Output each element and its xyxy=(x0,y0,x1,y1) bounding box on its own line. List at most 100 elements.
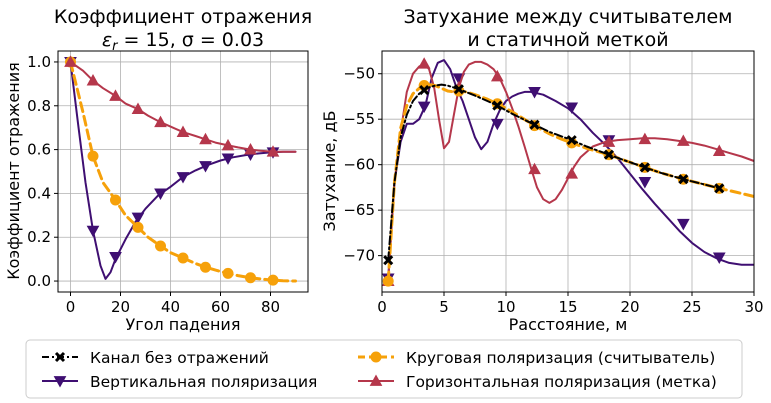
series-vertical xyxy=(64,57,297,280)
data-point-horizontal xyxy=(638,132,652,145)
chart-title-line2: и статичной меткой xyxy=(467,29,668,51)
x-axis-label: Угол падения xyxy=(126,315,241,334)
data-point-circular xyxy=(177,252,189,264)
data-point-vertical xyxy=(221,153,235,165)
data-point-horizontal xyxy=(131,102,145,114)
x-tick-label: 20 xyxy=(111,298,130,316)
data-point-vertical xyxy=(131,212,145,225)
data-point-free xyxy=(603,149,614,160)
series-horizontal xyxy=(64,55,297,157)
x-tick-label: 25 xyxy=(682,298,701,316)
data-point-horizontal xyxy=(528,162,541,175)
legend-item-horizontal: Горизонтальная поляризация (метка) xyxy=(358,373,717,391)
x-tick-label: 5 xyxy=(439,298,449,316)
legend-marker xyxy=(53,376,67,388)
data-point-free xyxy=(714,183,725,194)
legend-box xyxy=(25,339,743,399)
data-point-horizontal xyxy=(154,115,167,128)
data-point-horizontal xyxy=(602,135,616,147)
x-tick-label: 0 xyxy=(377,298,387,316)
axes-frame xyxy=(57,50,309,293)
y-tick-label: 0.2 xyxy=(27,228,51,246)
series-line-circular xyxy=(69,60,297,283)
data-point-horizontal xyxy=(266,145,280,157)
legend: Канал без отражений Вертикальная поляриза… xyxy=(25,339,743,399)
data-point-vertical xyxy=(86,225,100,238)
data-point-vertical xyxy=(565,102,579,114)
data-point-vertical xyxy=(417,101,431,114)
series-circular xyxy=(65,56,297,286)
reflection-coefficient-chart: Коэффициент отражения εr = 15, σ = 0.03 … xyxy=(4,6,312,334)
grid xyxy=(58,51,308,292)
data-point-vertical xyxy=(676,218,690,231)
x-tick-label: 20 xyxy=(620,298,639,316)
data-point-circular xyxy=(222,267,234,279)
y-tick-label: 0.4 xyxy=(27,184,51,202)
data-point-free xyxy=(383,255,394,266)
series-free xyxy=(383,83,725,266)
legend-label: Канал без отражений xyxy=(90,349,269,367)
data-point-vertical xyxy=(712,252,726,264)
legend-item-free: Канал без отражений xyxy=(42,349,269,367)
x-tick-label: 10 xyxy=(496,298,515,316)
y-axis-label: Затухание, дБ xyxy=(320,110,339,231)
chart-title-line1: Затухание между считывателем xyxy=(404,6,733,28)
legend-item-vertical: Вертикальная поляризация xyxy=(42,373,317,391)
legend-marker xyxy=(369,374,383,386)
plot-area xyxy=(64,55,297,286)
data-point-circular xyxy=(132,221,144,233)
data-point-free xyxy=(566,135,577,146)
y-tick-label: 0.0 xyxy=(27,272,51,290)
y-tick-label: −50 xyxy=(343,65,375,83)
data-point-horizontal xyxy=(64,55,77,67)
x-axis-label: Расстояние, м xyxy=(509,315,628,334)
chart-title-line2: εr = 15, σ = 0.03 xyxy=(102,29,264,54)
series-line-vertical xyxy=(387,59,754,280)
y-tick-label: 1.0 xyxy=(27,53,51,71)
y-axis-label: Коэффициент отражения xyxy=(4,62,23,280)
data-point-horizontal xyxy=(199,132,212,145)
x-tick-label: 80 xyxy=(261,298,280,316)
data-point-circular xyxy=(267,274,279,286)
series-line-horizontal xyxy=(69,61,297,153)
data-point-free xyxy=(419,85,430,96)
legend-marker xyxy=(370,351,382,363)
legend-item-circular: Круговая поляризация (считыватель) xyxy=(358,349,715,367)
x-tick-label: 15 xyxy=(558,298,577,316)
data-point-free xyxy=(492,100,503,111)
data-point-vertical xyxy=(109,252,122,264)
x-tick-label: 60 xyxy=(211,298,230,316)
data-point-horizontal xyxy=(244,143,257,155)
legend-label: Круговая поляризация (считыватель) xyxy=(406,349,715,367)
y-tick-label: −55 xyxy=(343,110,375,128)
data-point-free xyxy=(678,174,689,185)
data-point-free xyxy=(453,84,464,95)
title-params: = 15, σ = 0.03 xyxy=(118,29,265,51)
tick-labels: 0 20 40 60 80 0.0 0.2 0.4 0.6 0.8 1.0 xyxy=(27,53,280,316)
title-epsilon-sub: r xyxy=(112,39,119,54)
tick-labels: 0 5 10 15 20 25 30 −70 −65 −60 −55 −50 xyxy=(343,65,763,316)
data-point-horizontal xyxy=(490,69,504,82)
data-point-horizontal xyxy=(676,134,690,146)
data-point-circular xyxy=(245,272,256,284)
y-tick-label: −70 xyxy=(343,247,375,265)
y-tick-label: 0.6 xyxy=(27,141,51,159)
legend-marker xyxy=(54,351,66,363)
data-point-circular xyxy=(382,275,394,287)
data-point-vertical xyxy=(154,188,167,200)
data-point-vertical xyxy=(638,177,652,189)
series-line-vertical xyxy=(69,61,297,280)
data-point-horizontal xyxy=(221,138,235,151)
data-point-circular xyxy=(87,150,99,162)
data-point-horizontal xyxy=(176,125,190,137)
data-point-circular xyxy=(200,261,211,273)
data-point-horizontal xyxy=(712,144,726,156)
data-point-circular xyxy=(110,194,121,206)
title-epsilon: ε xyxy=(102,29,112,51)
data-point-horizontal xyxy=(109,89,122,101)
attenuation-chart: Затухание между считывателем и статичной… xyxy=(320,6,764,334)
data-point-horizontal xyxy=(565,167,579,179)
data-point-vertical xyxy=(176,172,190,184)
data-point-vertical xyxy=(490,118,504,131)
